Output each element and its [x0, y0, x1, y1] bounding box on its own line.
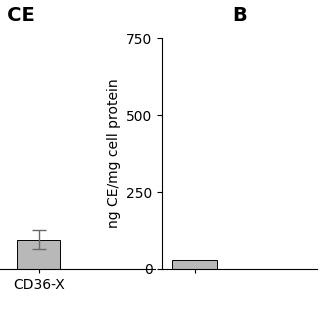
Bar	[17, 240, 60, 269]
Text: B: B	[232, 5, 246, 25]
Text: L CE: L CE	[0, 5, 34, 25]
Y-axis label: ng CE/mg cell protein: ng CE/mg cell protein	[107, 79, 121, 228]
Bar	[172, 260, 217, 269]
